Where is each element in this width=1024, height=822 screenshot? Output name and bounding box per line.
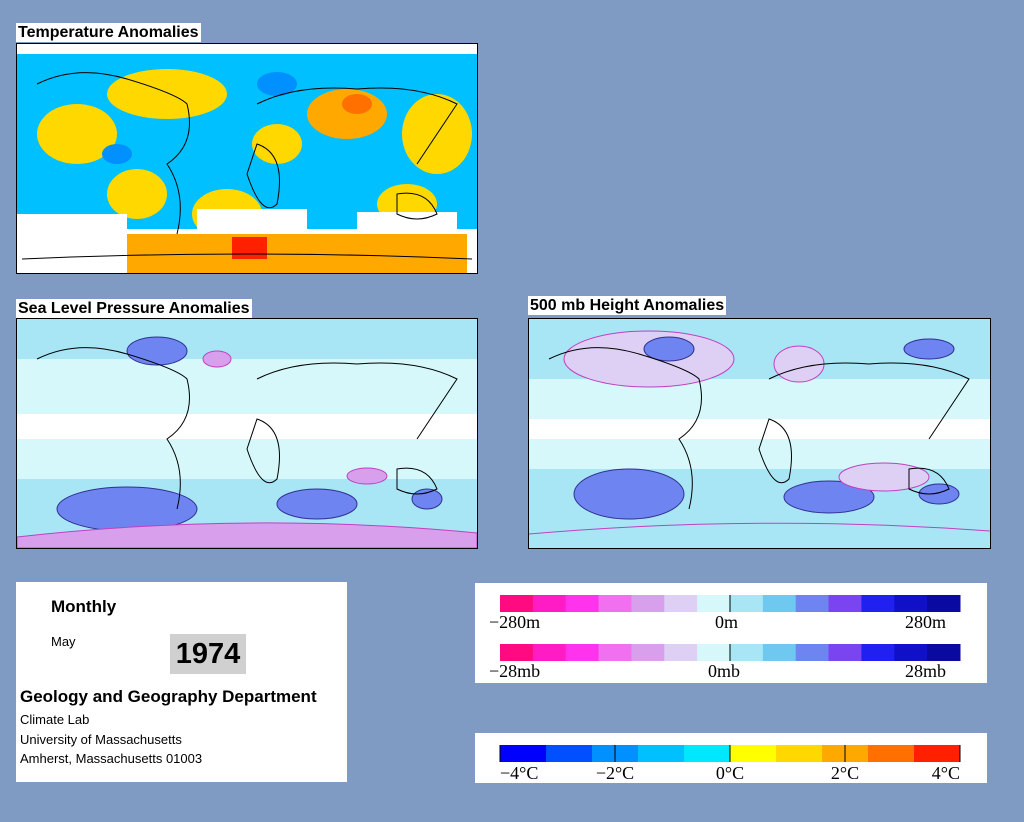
height500-missing-equatorial-band <box>529 419 990 439</box>
pressure-scale-swatch <box>828 644 862 661</box>
slp-low-north-atlantic <box>126 336 188 366</box>
temperature-coastlines <box>21 72 473 260</box>
temp-scale-swatch <box>500 745 547 762</box>
slp-coastlines <box>36 347 458 510</box>
temp-scale-swatch <box>914 745 961 762</box>
temp-scale-swatch <box>776 745 823 762</box>
slp-high-antarctic <box>17 522 477 548</box>
height-scale-swatch <box>861 595 895 612</box>
year-label: 1974 <box>170 634 246 674</box>
temp-scale-swatch <box>684 745 731 762</box>
height500-coastlines <box>548 347 970 510</box>
height500-map-title: 500 mb Height Anomalies <box>528 296 727 315</box>
pressure-scale-swatch <box>927 644 961 661</box>
height-legend-min: −280m <box>489 612 540 632</box>
info-box: Monthly May 1974 Geology and Geography D… <box>16 582 347 782</box>
pressure-scale-swatch <box>730 644 764 661</box>
slp-missing-equatorial-band <box>17 414 477 439</box>
temperature-legend-label: −2°C <box>596 763 634 783</box>
height-scale-swatch <box>532 595 567 612</box>
antarctic-warm-band <box>127 234 467 273</box>
department-name: Geology and Geography Department <box>20 687 317 706</box>
height-scale-swatch <box>927 595 961 612</box>
pressure-legend-min: −28mb <box>489 661 540 681</box>
pressure-scale-swatch <box>500 644 534 661</box>
pressure-scale-swatch <box>664 644 698 661</box>
warm-anomaly-hotspot <box>232 237 267 259</box>
slp-anomaly-map <box>16 318 478 549</box>
temperature-legend-label: 4°C <box>932 763 960 783</box>
height-scale-swatch <box>894 595 928 612</box>
pressure-scale-swatch <box>861 644 895 661</box>
height500-anomaly-map <box>528 318 991 549</box>
slp-map-title: Sea Level Pressure Anomalies <box>16 299 252 318</box>
height-scale-swatch <box>730 595 764 612</box>
height-legend-max: 280m <box>905 612 946 632</box>
temperature-legend-label: 0°C <box>716 763 744 783</box>
height-scale-swatch <box>762 595 797 612</box>
month-label: May <box>51 634 76 649</box>
pressure-scale-swatch <box>762 644 797 661</box>
height-color-scale <box>500 595 961 612</box>
pressure-scale-swatch <box>598 644 632 661</box>
pressure-color-scale <box>500 644 961 661</box>
temperature-legend: −4°C −2°C 0°C 2°C 4°C <box>475 733 987 783</box>
height-scale-swatch <box>500 595 534 612</box>
height-scale-swatch <box>828 595 862 612</box>
temperature-legend-label: −4°C <box>500 763 538 783</box>
pressure-scale-swatch <box>532 644 567 661</box>
height-legend-mid: 0m <box>715 612 738 632</box>
height-scale-swatch <box>598 595 632 612</box>
temp-scale-swatch <box>730 745 777 762</box>
temp-scale-swatch <box>546 745 593 762</box>
pressure-legend-max: 28mb <box>905 661 946 681</box>
pressure-legend-mid: 0mb <box>708 661 740 681</box>
anomaly-legend: −280m 0m 280m −28mb 0mb 28mb <box>475 583 987 683</box>
height500-low-north-atlantic <box>643 336 695 362</box>
height-scale-swatch <box>697 595 731 612</box>
pressure-scale-swatch <box>697 644 731 661</box>
temperature-legend-label: 2°C <box>831 763 859 783</box>
temperature-map-title: Temperature Anomalies <box>16 23 201 42</box>
temp-scale-swatch <box>638 745 685 762</box>
temp-scale-swatch <box>868 745 915 762</box>
temperature-anomaly-map <box>16 43 478 274</box>
address-line: Amherst, Massachusetts 01003 <box>20 751 203 766</box>
height500-low-south-pacific <box>573 468 685 520</box>
university-name: University of Massachusetts <box>20 732 182 747</box>
height-scale-swatch <box>795 595 830 612</box>
pressure-scale-swatch <box>565 644 600 661</box>
height-scale-swatch <box>664 595 698 612</box>
height-scale-swatch <box>631 595 665 612</box>
pressure-scale-swatch <box>894 644 928 661</box>
pressure-scale-swatch <box>631 644 665 661</box>
pressure-scale-swatch <box>795 644 830 661</box>
period-label: Monthly <box>51 597 117 616</box>
lab-name: Climate Lab <box>20 712 90 727</box>
height-scale-swatch <box>565 595 600 612</box>
